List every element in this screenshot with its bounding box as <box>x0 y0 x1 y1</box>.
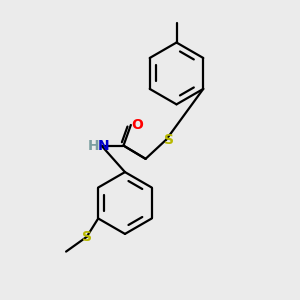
Text: S: S <box>164 133 174 147</box>
Text: S: S <box>82 230 92 244</box>
Text: N: N <box>98 139 110 153</box>
Text: O: O <box>131 118 143 132</box>
Text: H: H <box>87 139 99 153</box>
